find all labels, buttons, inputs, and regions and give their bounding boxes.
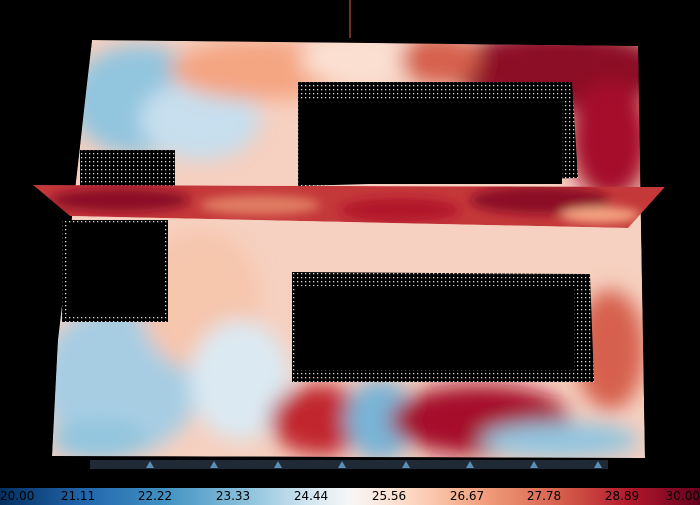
colorbar-tick: 27.78 — [526, 489, 562, 503]
obstacle-block-top-left — [80, 150, 175, 186]
vent-strip — [90, 460, 608, 469]
vent-icon — [146, 461, 154, 468]
colorbar-tick: 23.33 — [215, 489, 251, 503]
obstacle-blocks — [62, 82, 594, 382]
vent-icon — [466, 461, 474, 468]
colorbar-tick: 24.44 — [293, 489, 329, 503]
vertical-slice — [33, 185, 665, 228]
vent-icon — [530, 461, 538, 468]
colorbar-tick: 20.00 — [0, 489, 35, 503]
vent-icon — [402, 461, 410, 468]
vent-icon — [274, 461, 282, 468]
colorbar-tick: 22.22 — [137, 489, 173, 503]
vent-icon — [338, 461, 346, 468]
colorbar-tick: 30.00 — [665, 489, 700, 503]
vent-icon — [594, 461, 602, 468]
colorbar-tick: 28.89 — [604, 489, 640, 503]
colorbar-tick: 26.67 — [449, 489, 485, 503]
colorbar-gradient — [0, 488, 700, 505]
vent-icon — [210, 461, 218, 468]
colorbar-tick: 25.56 — [371, 489, 407, 503]
3d-viewport[interactable] — [0, 0, 700, 488]
temperature-slice-scene — [33, 0, 665, 469]
colorbar-tick: 21.11 — [60, 489, 96, 503]
colorbar: 20.00 21.11 22.22 23.33 24.44 25.56 26.6… — [0, 488, 700, 505]
